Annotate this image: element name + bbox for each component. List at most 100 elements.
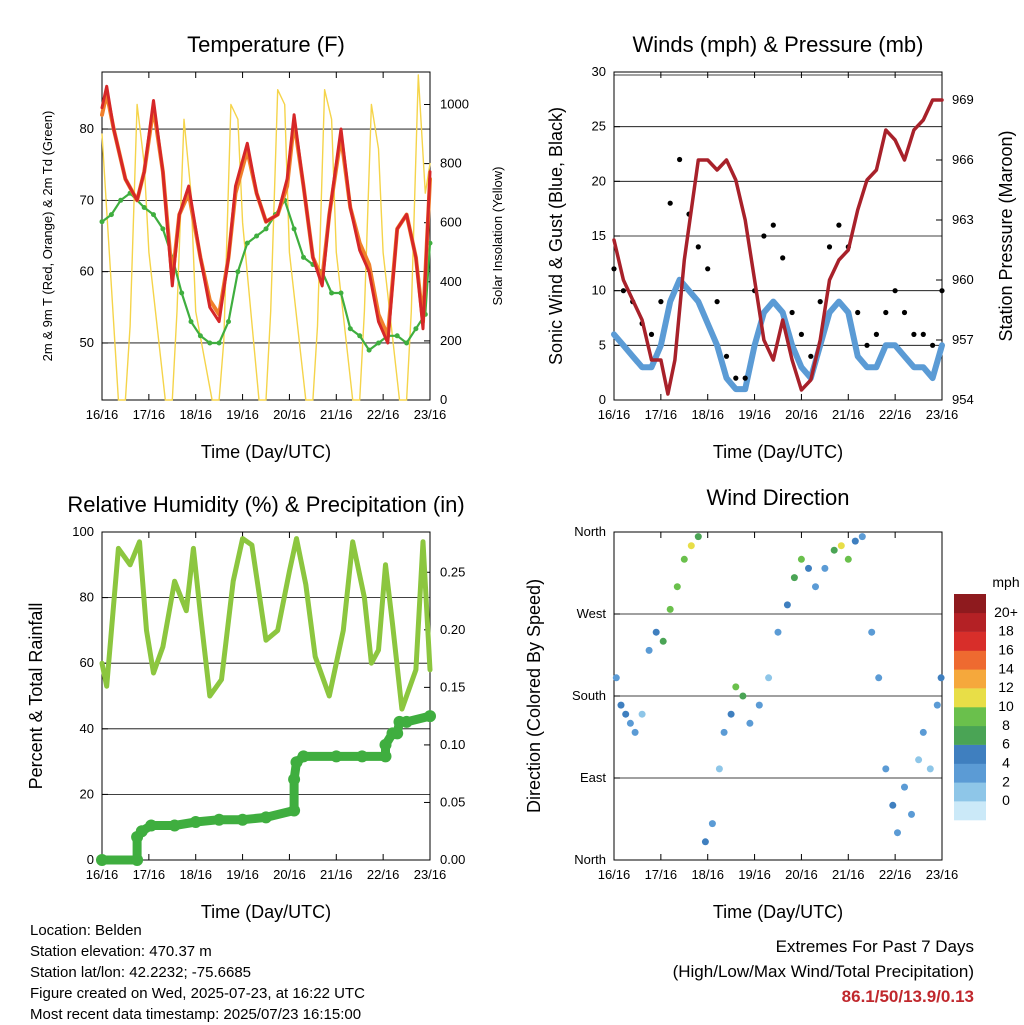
direction-point	[837, 542, 845, 550]
dewpoint-point	[376, 340, 381, 346]
gust-point	[648, 331, 655, 337]
direction-point	[844, 555, 852, 563]
direction-point	[746, 719, 754, 727]
dewpoint-point	[263, 226, 269, 232]
gust-point	[883, 309, 889, 316]
panel-title: Temperature (F)	[187, 32, 345, 57]
direction-point	[694, 533, 702, 541]
colorbar-swatch	[954, 763, 986, 783]
recent-timestamp: Most recent data timestamp: 2025/07/23 1…	[30, 1006, 362, 1023]
x-tick-label: 21/16	[832, 867, 865, 882]
station-elevation: Station elevation: 470.37 m	[30, 943, 212, 960]
gust-point	[723, 353, 730, 359]
y-tick-label: 5	[599, 337, 606, 352]
colorbar-tick-label: 0	[1002, 792, 1010, 808]
y2-tick-label: 960	[952, 272, 974, 287]
dewpoint-point	[329, 290, 335, 296]
plot-frame	[101, 531, 431, 861]
gust-point	[920, 331, 926, 337]
colorbar-tick-label: 2	[1002, 773, 1010, 789]
x-tick-label: 18/16	[691, 407, 724, 422]
x-axis-label: Time (Day/UTC)	[713, 902, 843, 922]
dewpoint-point	[338, 290, 344, 296]
x-tick-label: 20/16	[273, 407, 306, 422]
direction-point	[666, 605, 674, 613]
x-tick-label: 22/16	[879, 867, 912, 882]
direction-point	[933, 701, 941, 709]
gust-point	[705, 266, 711, 272]
x-tick-label: 19/16	[738, 867, 771, 882]
y-tick-label: 40	[80, 721, 94, 736]
panel-title: Winds (mph) & Pressure (mb)	[633, 32, 924, 57]
y2-tick-label: 0.00	[440, 852, 465, 867]
colorbar-swatch	[954, 594, 986, 614]
x-tick-label: 20/16	[273, 867, 306, 882]
gust-point	[901, 309, 908, 316]
dewpoint-point	[99, 219, 105, 225]
gust-point	[667, 200, 673, 206]
direction-point	[626, 719, 634, 727]
extremes-values: 86.1/50/13.9/0.13	[841, 987, 974, 1006]
y-tick-label: 10	[592, 283, 606, 298]
extremes-subtitle: (High/Low/Max Wind/Total Precipitation)	[672, 962, 974, 981]
direction-point	[687, 542, 695, 550]
extremes-summary: Extremes For Past 7 Days (High/Low/Max W…	[673, 934, 974, 1009]
colorbar-tick-label: 18	[998, 623, 1014, 639]
precip-point	[213, 813, 226, 826]
dewpoint-point	[235, 269, 241, 275]
direction-point	[755, 701, 763, 709]
gust-point	[714, 299, 720, 305]
colorbar-swatch	[954, 612, 986, 632]
direction-point	[673, 583, 681, 591]
direction-point	[638, 710, 646, 718]
precip-point	[135, 825, 148, 838]
y-tick-label: 30	[592, 64, 606, 79]
gust-point	[611, 266, 617, 272]
y-tick-label: 60	[80, 264, 94, 279]
y-tick-label: North	[574, 852, 606, 867]
y-tick-label: South	[572, 688, 606, 703]
gust-point	[930, 342, 936, 348]
direction-point	[908, 810, 915, 818]
direction-point	[919, 728, 927, 736]
y-tick-label: East	[580, 770, 606, 785]
dewpoint-point	[244, 240, 250, 246]
direction-point	[901, 783, 908, 791]
direction-point	[830, 546, 838, 554]
y2-tick-label: 0.20	[440, 622, 465, 637]
y-tick-label: West	[577, 606, 607, 621]
direction-point	[631, 728, 639, 736]
x-tick-label: 16/16	[86, 867, 119, 882]
precip-line	[97, 711, 435, 865]
y-tick-label: 0	[87, 852, 94, 867]
x-tick-label: 17/16	[645, 407, 678, 422]
x-tick-label: 22/16	[367, 867, 400, 882]
colorbar-swatch	[954, 782, 986, 802]
x-tick-label: 19/16	[738, 407, 771, 422]
precip-point	[379, 750, 392, 763]
colorbar-label: mph	[992, 574, 1019, 590]
x-tick-label: 17/16	[133, 407, 166, 422]
y-tick-label: 0	[599, 392, 606, 407]
precip-point	[379, 738, 392, 751]
precip-point	[288, 804, 301, 817]
dewpoint-point	[366, 347, 372, 353]
panel-title: Wind Direction	[706, 485, 849, 510]
direction-point	[858, 533, 866, 541]
colorbar-swatch	[954, 725, 986, 745]
dewpoint-point	[216, 340, 222, 346]
direction-point	[652, 628, 660, 636]
direction-point	[720, 728, 728, 736]
colorbar-swatch	[954, 688, 986, 708]
dewpoint-point	[347, 326, 353, 332]
gust-point	[742, 375, 748, 381]
x-tick-label: 18/16	[179, 407, 212, 422]
gust-point	[733, 375, 739, 381]
x-tick-label: 23/16	[414, 407, 447, 422]
station-location: Location: Belden	[30, 922, 142, 939]
station-info: Location: Belden Station elevation: 470.…	[30, 920, 365, 1025]
gust-point	[761, 233, 767, 239]
direction-point	[739, 692, 747, 700]
gust-point	[939, 288, 945, 294]
direction-point	[732, 683, 740, 691]
